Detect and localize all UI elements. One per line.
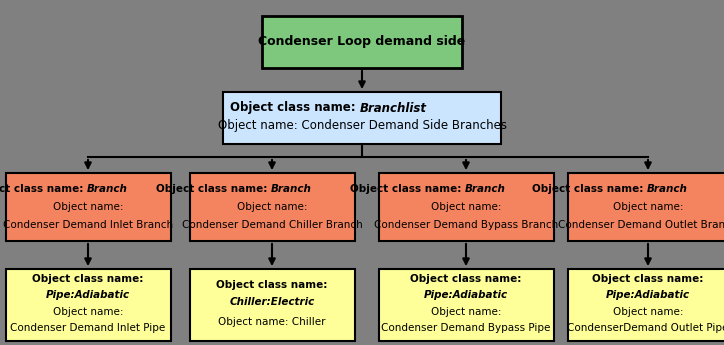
Text: Condenser Demand Bypass Branch: Condenser Demand Bypass Branch <box>374 220 558 230</box>
Text: Object name:: Object name: <box>613 202 683 212</box>
Bar <box>568 173 724 241</box>
Text: Condenser Demand Outlet Branch: Condenser Demand Outlet Branch <box>558 220 724 230</box>
Bar <box>6 269 170 341</box>
Text: Object class name:: Object class name: <box>33 274 143 284</box>
Text: Object name: Condenser Demand Side Branches: Object name: Condenser Demand Side Branc… <box>217 119 507 132</box>
Text: Branch: Branch <box>465 184 506 194</box>
Text: Object name:: Object name: <box>431 202 501 212</box>
Text: Chiller:Electric: Chiller:Electric <box>230 297 315 307</box>
Bar <box>190 269 355 341</box>
Text: Object class name:: Object class name: <box>532 184 647 194</box>
Text: Object name:: Object name: <box>53 202 123 212</box>
Bar <box>379 173 554 241</box>
Text: CondenserDemand Outlet Pipe: CondenserDemand Outlet Pipe <box>568 323 724 333</box>
Text: Condenser Demand Chiller Branch: Condenser Demand Chiller Branch <box>182 220 363 230</box>
Text: Object name:: Object name: <box>431 307 501 317</box>
Text: Object class name:: Object class name: <box>216 280 328 290</box>
Bar <box>379 269 554 341</box>
Text: Branchlist: Branchlist <box>360 101 427 115</box>
Bar <box>262 16 462 68</box>
Text: Object class name:: Object class name: <box>156 184 271 194</box>
Text: Object class name:: Object class name: <box>592 274 704 284</box>
Text: Pipe:Adiabatic: Pipe:Adiabatic <box>606 290 690 300</box>
Text: Object name:: Object name: <box>53 307 123 317</box>
Text: Condenser Loop demand side: Condenser Loop demand side <box>258 36 466 49</box>
Text: Condenser Demand Bypass Pipe: Condenser Demand Bypass Pipe <box>382 323 551 333</box>
Text: Object class name:: Object class name: <box>350 184 465 194</box>
Bar <box>190 173 355 241</box>
Bar <box>223 92 501 144</box>
Text: Pipe:Adiabatic: Pipe:Adiabatic <box>46 290 130 300</box>
Text: Condenser Demand Inlet Pipe: Condenser Demand Inlet Pipe <box>10 323 166 333</box>
Text: Object name:: Object name: <box>237 202 307 212</box>
Text: Object name: Chiller: Object name: Chiller <box>218 317 326 327</box>
Text: Condenser Demand Inlet Branch: Condenser Demand Inlet Branch <box>3 220 173 230</box>
Text: Object name:: Object name: <box>613 307 683 317</box>
Text: Branch: Branch <box>87 184 128 194</box>
Text: Object class name:: Object class name: <box>0 184 87 194</box>
Text: Object class name:: Object class name: <box>411 274 522 284</box>
Bar <box>6 173 170 241</box>
Text: Branch: Branch <box>271 184 312 194</box>
Text: Object class name:: Object class name: <box>230 101 360 115</box>
Bar <box>568 269 724 341</box>
Text: Branch: Branch <box>647 184 688 194</box>
Text: Pipe:Adiabatic: Pipe:Adiabatic <box>424 290 508 300</box>
